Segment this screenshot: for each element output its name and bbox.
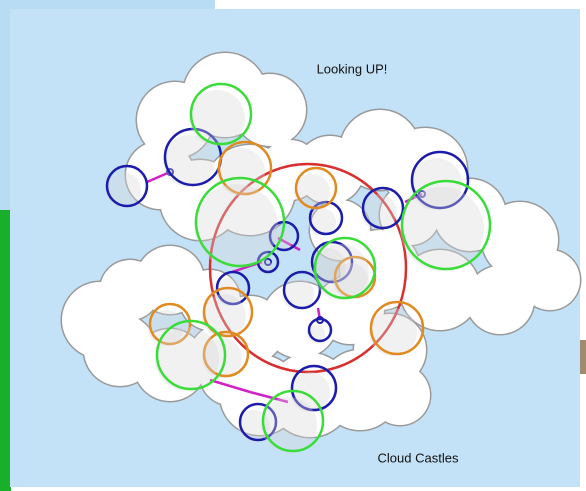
green-edge	[0, 210, 11, 491]
ring-shadow	[194, 184, 278, 268]
cloud-puff	[234, 74, 306, 146]
artwork: Looking UP! Cloud Castles	[0, 0, 586, 491]
ring-shadow	[155, 327, 219, 391]
page: Looking UP! Cloud Castles (() => { const…	[0, 0, 586, 491]
ring-shadow	[105, 172, 141, 208]
ring-shadow	[294, 174, 330, 210]
title: Looking UP!	[317, 61, 388, 76]
caption: Cloud Castles	[378, 450, 459, 465]
ring-shadow	[400, 187, 484, 271]
cloud-puff	[370, 365, 430, 425]
ring-shadow	[361, 194, 397, 230]
ring-shadow	[313, 244, 369, 300]
ring-shadow	[189, 90, 245, 146]
ring-shadow	[369, 308, 417, 356]
ring-shadow	[261, 397, 317, 453]
